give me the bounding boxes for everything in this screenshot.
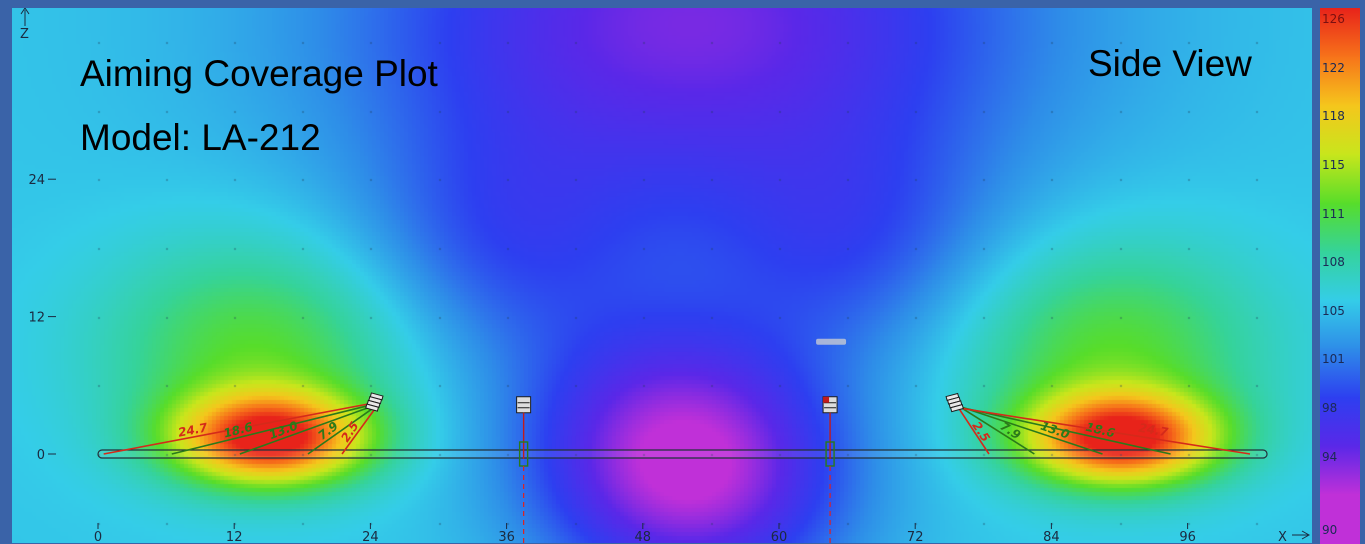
- color-scale-label: 101: [1322, 352, 1345, 367]
- aim-line-label: 24.7: [177, 420, 209, 439]
- x-tick-label: 72: [907, 530, 924, 543]
- color-scale-segment: [1320, 251, 1360, 301]
- color-scale-label: 90: [1322, 523, 1338, 537]
- view-label: Side View: [1088, 43, 1252, 84]
- fixture-stand: [822, 396, 838, 543]
- x-tick-label: 84: [1043, 530, 1060, 543]
- fixture-flag: [823, 396, 830, 403]
- array-cabinet: [365, 403, 380, 412]
- color-scale-segment: [1320, 105, 1360, 155]
- aim-line: [307, 405, 377, 455]
- aim-line-label: 7.9: [998, 419, 1023, 442]
- color-scale-label: 126: [1322, 12, 1345, 26]
- color-scale-label: 98: [1322, 401, 1338, 416]
- color-scale-segment: [1320, 494, 1360, 544]
- aim-line: [103, 401, 377, 455]
- z-axis-label: Z: [20, 27, 29, 42]
- array-right: 2.57.913.018.624.7: [945, 392, 1251, 455]
- plot-overlay: 0 12 24 36 48 60 72 84 96 0 12 24 24.7 18.6 13.0 7.92…: [20, 8, 1311, 543]
- color-scale-segment: [1320, 202, 1360, 253]
- color-scale-segment: [1320, 153, 1360, 204]
- color-scale-label: 94: [1322, 449, 1338, 464]
- color-scale-label: 122: [1322, 60, 1345, 75]
- aim-line-label: 2.5: [338, 419, 361, 444]
- aim-line: [954, 402, 1035, 455]
- aim-line: [954, 405, 1171, 455]
- x-tick-label: 24: [362, 530, 379, 543]
- floor-line: [97, 449, 1268, 459]
- color-scale-segment: [1320, 56, 1360, 107]
- color-scale-label: 108: [1322, 255, 1345, 270]
- aim-line-label: 2.5: [969, 419, 992, 444]
- speaker-arrays: 24.718.613.07.92.52.57.913.018.624.7: [103, 392, 1251, 455]
- z-arrow-head: [20, 8, 30, 15]
- array-cabinet: [950, 404, 964, 413]
- color-scale-label: 105: [1322, 303, 1345, 318]
- aim-line-label: 24.7: [1138, 421, 1170, 440]
- coverage-plot-area: 0 12 24 36 48 60 72 84 96 0 12 24 24.7 18.6 13.0 7.9 2…: [12, 8, 1312, 543]
- color-scale-bar: 126 122 118 115 111 108 105 101 98 94 90: [1320, 8, 1360, 544]
- axis-arrows: ZX: [20, 8, 1311, 543]
- x-tick-label: 48: [635, 530, 652, 543]
- z-tick-label: 24: [28, 173, 45, 188]
- floor-plane: [97, 449, 1268, 459]
- aim-line-label: 7.9: [315, 419, 340, 443]
- aim-line: [954, 406, 1251, 455]
- array-left: 24.7 18.6 13.0 7.92.5: [103, 392, 384, 455]
- aim-line: [954, 402, 990, 455]
- x-axis-ticks: 0 12 24 36 48 60 72 84 96: [94, 523, 1196, 543]
- color-scale-label: 115: [1322, 157, 1345, 172]
- color-scale-label: 118: [1322, 109, 1345, 124]
- x-tick-label: 96: [1179, 530, 1196, 543]
- fixture-box: [516, 396, 532, 414]
- color-scale-segment: [1320, 348, 1360, 399]
- color-scale-label: 111: [1322, 206, 1345, 221]
- x-tick-label: 60: [771, 530, 788, 543]
- coverage-heatmap: [12, 8, 1312, 543]
- x-arrow-head: [1301, 530, 1311, 540]
- x-tick-label: 12: [226, 530, 243, 543]
- chart-title: Aiming Coverage Plot: [80, 53, 438, 94]
- z-tick-label: 12: [28, 311, 45, 326]
- chart-subtitle: Model: LA-212: [80, 117, 321, 158]
- color-scale-segment: [1320, 299, 1360, 350]
- marker-bar: [816, 338, 847, 345]
- center-fixtures: [516, 338, 847, 543]
- x-axis-label: X: [1278, 530, 1287, 543]
- z-tick-label: 0: [37, 448, 45, 463]
- aim-line: [341, 406, 377, 455]
- fixture-stand: [516, 396, 532, 543]
- aim-line: [954, 404, 1103, 455]
- aim-line: [239, 404, 377, 455]
- x-tick-label: 0: [94, 530, 102, 543]
- color-scale-segment: [1320, 397, 1360, 447]
- aim-line: [171, 402, 377, 455]
- color-scale-segment: [1320, 8, 1360, 58]
- x-tick-label: 36: [498, 530, 515, 543]
- z-axis-ticks: 0 12 24: [28, 173, 56, 463]
- color-scale-segment: [1320, 445, 1360, 496]
